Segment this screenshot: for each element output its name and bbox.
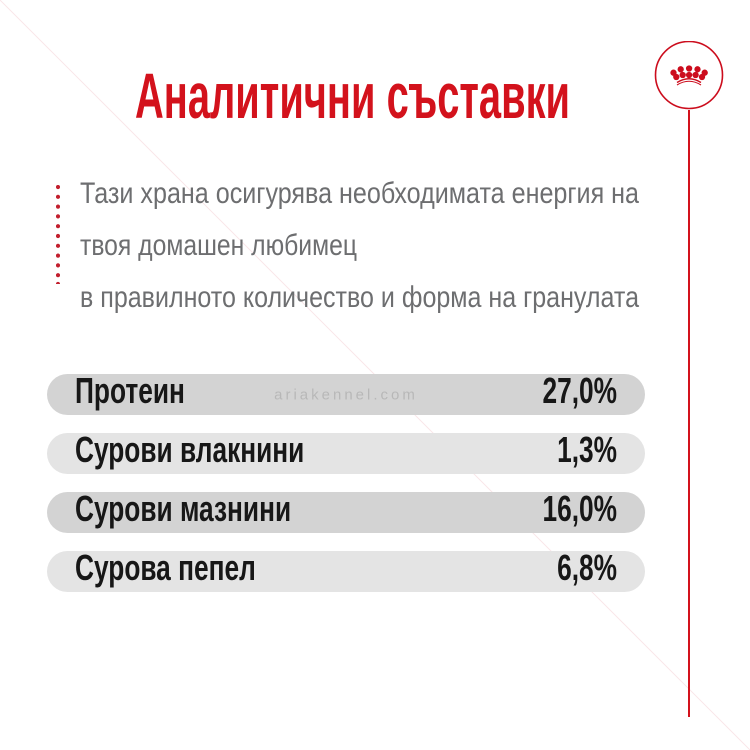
svg-text:Сурови влакнини: Сурови влакнини	[75, 433, 304, 470]
svg-text:в правилното количество и форм: в правилното количество и форма на грану…	[80, 281, 639, 314]
svg-text:Аналитични съставки: Аналитични съставки	[135, 60, 570, 132]
svg-text:твоя домашен любимец: твоя домашен любимец	[80, 229, 357, 262]
svg-text:Протеин: Протеин	[75, 374, 185, 411]
svg-text:6,8%: 6,8%	[557, 551, 617, 588]
svg-text:1,3%: 1,3%	[557, 433, 617, 470]
svg-text:16,0%: 16,0%	[543, 492, 618, 529]
svg-text:Сурови мазнини: Сурови мазнини	[75, 492, 291, 529]
svg-text:Сурова пепел: Сурова пепел	[75, 551, 256, 588]
svg-text:27,0%: 27,0%	[543, 374, 618, 411]
svg-text:Тази храна осигурява необходим: Тази храна осигурява необходимата енерги…	[80, 181, 639, 210]
